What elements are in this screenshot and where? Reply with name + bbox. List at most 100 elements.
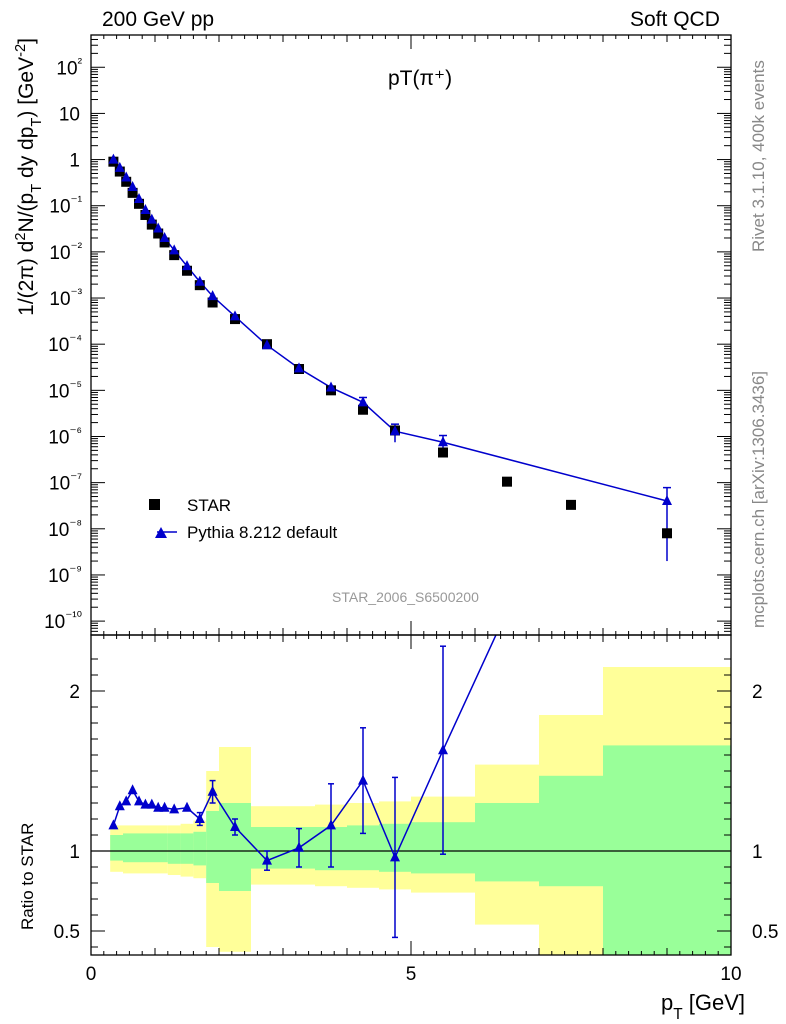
star-point [140,209,151,220]
ratio-point [194,813,205,823]
y-tick-label-part: ² [78,55,83,70]
x-axis-label-part: [GeV] [683,990,745,1015]
legend-pythia-label: Pythia 8.212 default [187,523,338,542]
y-tick-label-part: 10 [48,335,69,356]
legend-star-label: STAR [187,496,231,515]
ratio-point [230,821,240,831]
y-tick-label: 10⁻⁶ [48,424,82,449]
pythia-point [207,290,218,301]
pythia-point [194,275,205,286]
ratio-y-tick-label: 0.5 [54,922,80,943]
y-tick-label-part: 10 [49,243,70,264]
pythia-point [390,425,400,436]
star-point [182,265,192,276]
pythia-point [230,310,240,321]
star-point [662,528,672,539]
x-tick-label: 5 [406,964,417,985]
ratio-point [182,801,192,812]
ratio-band-inner [123,833,155,863]
ratio-y-tick-label-right: 2 [752,682,763,703]
main-y-axis-label-part: ) [GeV [15,57,38,118]
star-point [358,404,368,415]
ratio-point [207,785,218,796]
star-point [502,476,512,487]
y-tick-label-part: ⁻⁴ [69,332,82,347]
star-point [207,297,218,308]
analysis-watermark: STAR_2006_S6500200 [332,589,479,605]
x-axis-label: pT [GeV] [661,990,745,1023]
pythia-point [182,260,192,271]
ratio-point [159,801,170,812]
pythia-point [438,436,448,447]
main-plot-frame [90,34,732,636]
y-tick-label-part: 10 [48,427,69,448]
y-tick-label-part: ⁻⁷ [70,470,82,485]
main-y-axis-label-part: ] [15,38,38,44]
ratio-point [153,801,164,812]
pythia-point [153,222,164,233]
y-tick-label: 10⁻¹⁰ [44,609,82,634]
y-tick-label-part: ⁻² [71,239,83,254]
ratio-point [108,819,119,830]
y-tick-label-part: ⁻⁸ [69,516,82,531]
ratio-y-tick-label: 2 [69,682,80,703]
legend-pythia-marker [155,527,167,538]
x-axis-label-part: T [673,1006,683,1023]
ratio-band-inner [110,835,123,861]
ratio-point [127,784,138,795]
pythia-point [358,396,368,407]
star-point [566,499,576,510]
x-axis-label-part: p [661,990,673,1015]
y-tick-label: 1 [69,151,80,172]
side-label-mcplots: mcplots.cern.ch [arXiv:1306.3436] [749,370,768,628]
main-y-axis-label: 1/(2π) d2N/(pT dy dpT) [GeV-2] [13,38,45,316]
x-tick-label: 10 [720,964,741,985]
star-point [169,250,180,261]
main-y-axis-label-part: T [29,118,45,127]
main-y-axis-label-part: T [29,184,45,193]
y-tick-label-part: 10 [49,197,70,218]
main-plot-series [108,153,672,562]
ratio-point [326,819,336,830]
ratio-band-inner [167,833,181,864]
y-tick-label: 10⁻⁹ [48,562,82,587]
ratio-point [294,841,304,852]
star-point [134,198,144,209]
ratio-band-inner [193,831,207,866]
star-point [121,176,132,187]
main-y-axis-label-part: N/(p [15,193,38,233]
ratio-plot-series [108,635,497,939]
y-tick-label: 10⁻⁴ [48,332,82,357]
y-tick-label-part: 10 [56,58,77,79]
pythia-point [134,192,144,203]
star-point [159,237,170,248]
pythia-point [159,231,170,242]
pythia-point [121,171,132,182]
pythia-point [169,244,180,255]
main-y-axis-label-part: 1/(2π) d [15,241,38,316]
main-y-axis-label-part: 2 [13,232,29,240]
ratio-point [114,800,125,811]
y-tick-label: 10⁻⁸ [48,516,82,541]
y-tick-label-part: 10 [48,381,69,402]
ratio-band-inner [603,745,731,955]
y-tick-label: 10 [59,104,80,125]
y-tick-label-part: ⁻³ [71,286,83,301]
y-tick-label: 10⁻² [49,239,82,264]
legend: STAR Pythia 8.212 default [149,496,338,542]
ratio-band-inner [206,811,219,883]
ratio-point [358,774,368,785]
star-point [153,228,164,239]
y-tick-label-part: 10 [49,474,70,495]
ratio-point [134,795,144,806]
ratio-point [140,798,151,809]
pythia-point [294,362,304,373]
star-point [438,447,448,458]
star-point [127,187,138,198]
y-tick-label-part: ⁻⁵ [69,378,82,393]
pythia-point [262,339,272,350]
header-right-label: Soft QCD [630,8,720,31]
ratio-point [390,851,400,862]
axis-ticks [90,34,732,955]
